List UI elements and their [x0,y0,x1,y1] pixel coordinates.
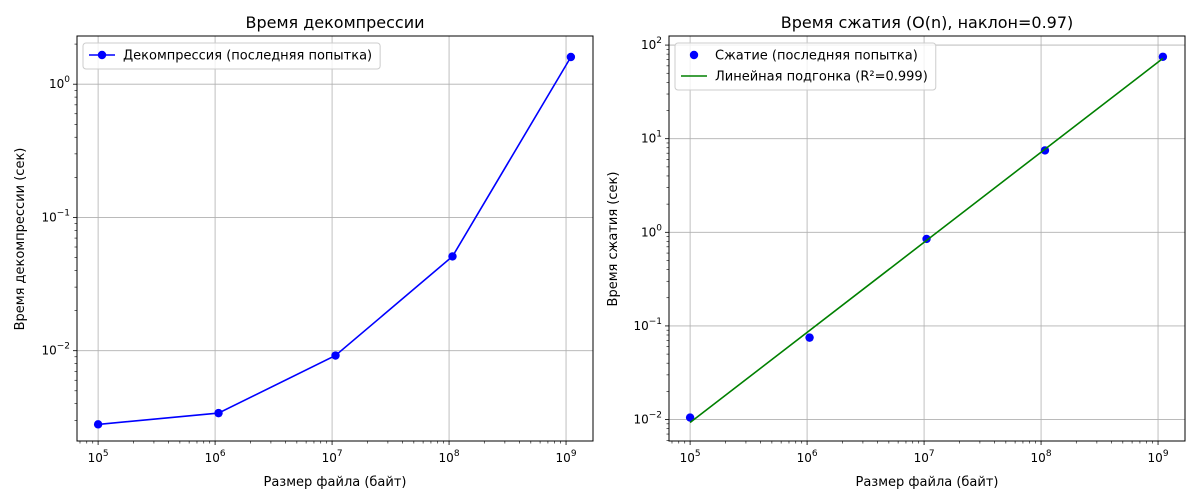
ticks: 105 106 107 108 109 10−2 10−1 100 101 102 [633,36,1168,465]
legend-marker-swatch [97,50,107,60]
x-tick-label: 108 [439,449,460,465]
data-point [805,333,814,342]
legend-label: Линейная подгонка (R²=0.999) [715,70,928,85]
data-point [448,252,457,261]
legend: Сжатие (последняя попытка) Линейная подго… [674,42,937,91]
chart-compression: Время сжатия (O(n), наклон=0.97) Размер … [606,13,1186,490]
y-tick-label: 102 [641,36,662,52]
x-axis-label: Размер файла (байт) [856,475,999,490]
legend-label: Сжатие (последняя попытка) [715,49,918,64]
y-tick-label: 10−2 [633,411,662,427]
series-line [98,56,572,426]
y-tick-label: 100 [641,223,662,239]
x-tick-label: 107 [914,449,935,465]
x-tick-label: 106 [205,449,226,465]
chart-title: Время декомпрессии [245,13,424,32]
data-point [685,413,695,422]
legend-marker-swatch [689,50,699,60]
ticks: 105 106 107 108 109 10−2 10−1 100 [41,43,577,465]
y-tick-label: 100 [49,75,70,91]
legend-box [674,42,937,91]
x-axis-label: Размер файла (байт) [264,475,407,490]
y-axis-label: Время декомпрессии (сек) [13,148,28,331]
data-point [566,52,576,62]
plot-area [93,52,576,429]
data-point [93,420,103,429]
x-tick-label: 109 [1148,449,1169,465]
grid [77,36,593,441]
series-line [689,57,1164,424]
y-tick-label: 10−2 [41,342,70,358]
chart-title: Время сжатия (O(n), наклон=0.97) [781,13,1074,32]
data-point [214,408,223,418]
legend-label: Декомпрессия (последняя попытка) [123,49,372,64]
x-tick-label: 106 [797,449,818,465]
chart-decompression: Время декомпрессии Размер файла (байт) В… [13,13,594,490]
plot-area [685,52,1168,424]
x-tick-label: 105 [680,449,701,465]
y-tick-label: 101 [641,130,662,146]
axes-frame [668,35,1186,442]
data-point [1158,52,1168,61]
axes-frame [76,35,594,442]
y-tick-label: 10−1 [41,208,70,224]
x-tick-label: 108 [1031,449,1052,465]
legend: Декомпрессия (последняя попытка) [82,42,381,70]
x-tick-label: 107 [322,449,343,465]
y-tick-label: 10−1 [633,317,662,333]
y-axis-label: Время сжатия (сек) [606,172,621,307]
data-point [331,351,340,360]
x-tick-label: 105 [88,449,109,465]
legend-box [82,42,381,70]
x-tick-label: 109 [556,449,577,465]
